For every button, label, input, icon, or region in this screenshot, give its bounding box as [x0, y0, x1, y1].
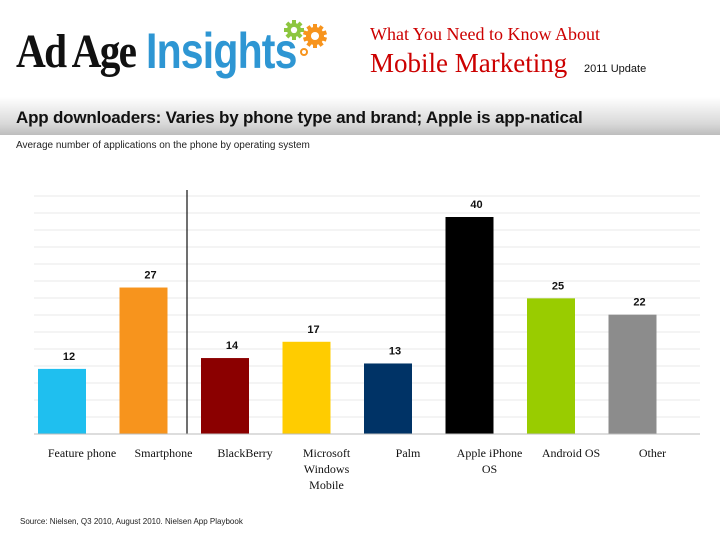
bar [38, 368, 86, 434]
data-label: 17 [307, 324, 319, 336]
category-label: Feature phone [48, 446, 116, 460]
data-label: 22 [633, 297, 645, 309]
bar [201, 358, 249, 434]
category-label: Mobile [309, 478, 344, 492]
header-main-line: Mobile Marketing [370, 48, 568, 78]
header-top-line: What You Need to Know About [370, 24, 600, 44]
chart-subtitle: Average number of applications on the ph… [16, 140, 310, 151]
gear-icon [284, 20, 328, 56]
category-label: Android OS [542, 446, 600, 460]
header-update: 2011 Update [584, 63, 647, 75]
source-note: Source: Nielsen, Q3 2010, August 2010. N… [20, 517, 243, 526]
category-label: Apple iPhone [457, 446, 523, 460]
category-label: BlackBerry [217, 446, 272, 460]
data-label: 12 [63, 351, 75, 363]
data-label: 14 [226, 340, 239, 352]
logo-insights-text: Insights [146, 23, 297, 79]
bar [527, 298, 575, 434]
data-label: 13 [389, 345, 401, 357]
bar [119, 287, 168, 434]
bar [282, 341, 331, 434]
category-label: Windows [304, 462, 350, 476]
bar [608, 314, 657, 434]
bar [445, 217, 494, 434]
category-label: Palm [396, 446, 421, 460]
title-band [0, 97, 720, 135]
category-label: Smartphone [135, 446, 193, 460]
category-label: OS [482, 462, 497, 476]
category-label: Microsoft [303, 446, 351, 460]
data-label: 25 [552, 280, 564, 292]
data-label: 40 [470, 199, 482, 211]
logo-ad-age-text: Ad Age [16, 25, 137, 78]
category-label: Other [639, 446, 666, 460]
data-label: 27 [144, 270, 156, 282]
chart-title: App downloaders: Varies by phone type an… [16, 108, 583, 127]
bar [364, 363, 412, 434]
